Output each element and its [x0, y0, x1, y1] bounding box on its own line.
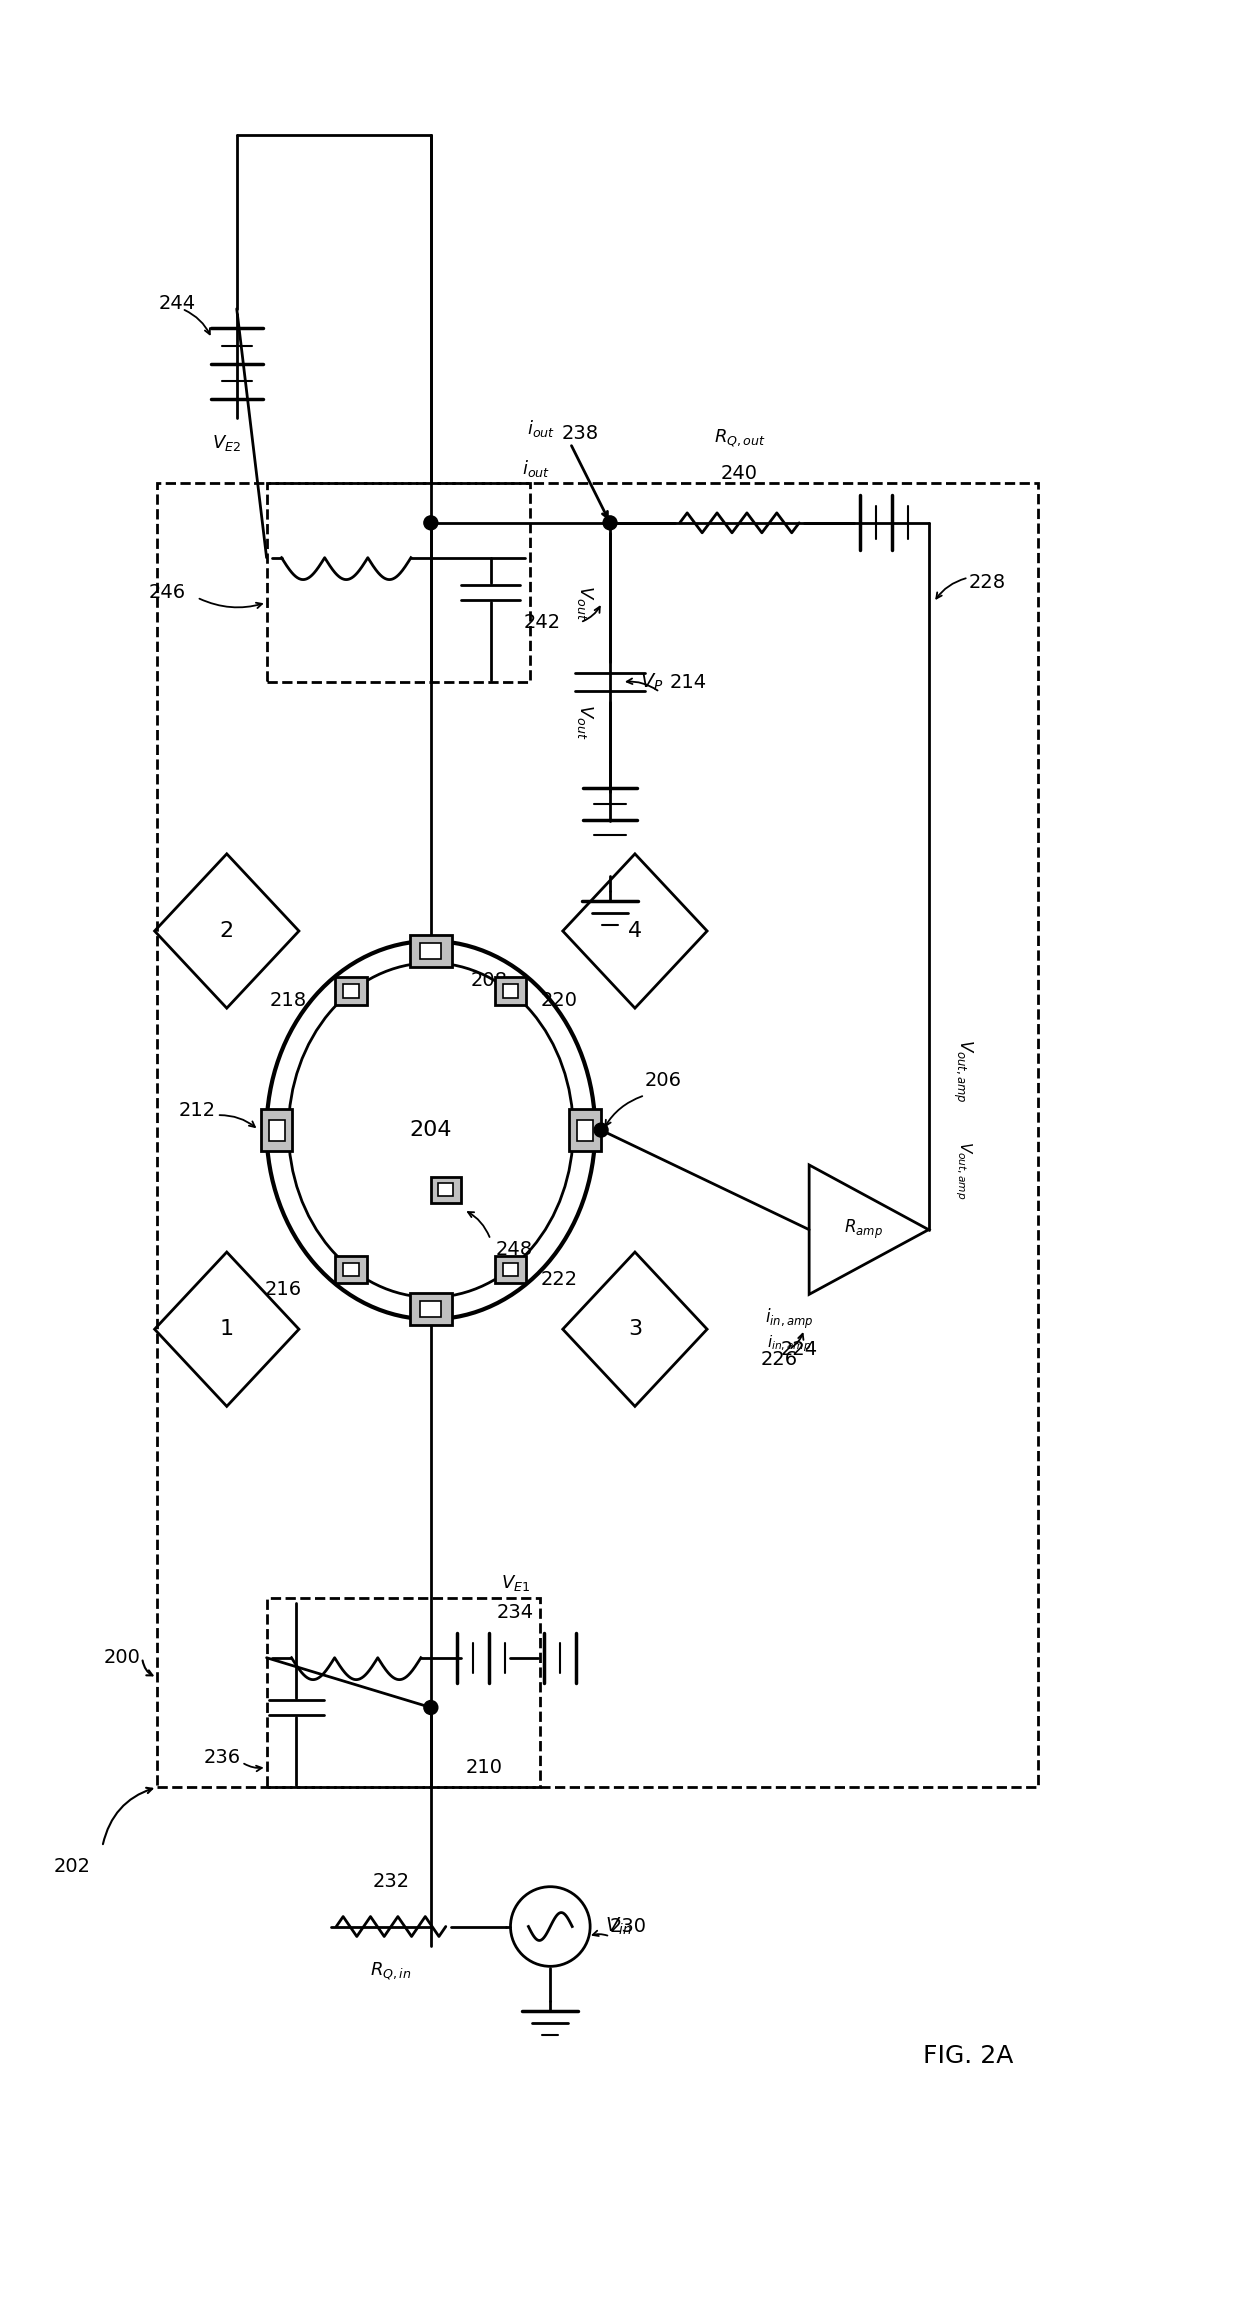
Text: 240: 240 — [720, 464, 758, 482]
Bar — [269, 1121, 284, 1141]
Bar — [569, 1109, 601, 1151]
Text: $R_{Q,in}$: $R_{Q,in}$ — [371, 1960, 412, 1983]
Text: $V_{in}$: $V_{in}$ — [605, 1916, 632, 1937]
Bar — [410, 934, 451, 966]
Text: 4: 4 — [627, 920, 642, 941]
Bar — [420, 943, 441, 959]
Bar — [343, 1261, 360, 1278]
Text: 214: 214 — [670, 673, 707, 692]
Bar — [157, 482, 1038, 1787]
Text: 224: 224 — [781, 1340, 817, 1358]
Text: 202: 202 — [55, 1856, 91, 1877]
Bar — [420, 1301, 441, 1317]
Circle shape — [594, 1123, 608, 1137]
Text: 2: 2 — [219, 920, 234, 941]
Circle shape — [603, 517, 618, 530]
Text: 242: 242 — [523, 613, 560, 632]
Text: $V_{E1}$: $V_{E1}$ — [501, 1573, 529, 1593]
Text: $V_{E2}$: $V_{E2}$ — [212, 434, 242, 454]
Bar — [577, 1121, 593, 1141]
Bar — [495, 978, 527, 1005]
Bar — [430, 1176, 461, 1204]
Bar — [343, 985, 360, 998]
Text: 222: 222 — [541, 1271, 578, 1289]
Text: 218: 218 — [269, 992, 306, 1010]
Text: $V_{out,amp}$: $V_{out,amp}$ — [951, 1038, 973, 1102]
Text: FIG. 2A: FIG. 2A — [924, 2043, 1013, 2068]
Text: 230: 230 — [610, 1916, 647, 1937]
Text: 204: 204 — [409, 1121, 453, 1139]
Text: $V_P$: $V_P$ — [640, 671, 663, 692]
Bar — [267, 1598, 541, 1787]
Text: 1: 1 — [219, 1319, 234, 1340]
Bar — [438, 1183, 454, 1197]
Text: 226: 226 — [760, 1349, 797, 1367]
Bar — [267, 482, 531, 683]
Circle shape — [424, 1700, 438, 1713]
Text: $V_{out,amp}$: $V_{out,amp}$ — [954, 1141, 975, 1199]
Text: 244: 244 — [159, 295, 196, 314]
Text: 228: 228 — [968, 574, 1006, 593]
Bar — [410, 1294, 451, 1326]
Text: 234: 234 — [497, 1603, 534, 1623]
Text: $V_{out}$: $V_{out}$ — [575, 703, 595, 740]
Bar — [260, 1109, 293, 1151]
Text: $i_{in,amp}$: $i_{in,amp}$ — [766, 1333, 811, 1354]
Text: 236: 236 — [203, 1748, 241, 1766]
Text: $i_{out}$: $i_{out}$ — [522, 457, 551, 480]
Text: 206: 206 — [645, 1070, 682, 1091]
Bar — [335, 1254, 367, 1284]
Text: 232: 232 — [372, 1872, 409, 1891]
Text: $i_{in,amp}$: $i_{in,amp}$ — [765, 1308, 813, 1331]
Text: 238: 238 — [562, 424, 599, 443]
Circle shape — [424, 517, 438, 530]
Text: 248: 248 — [496, 1241, 533, 1259]
Text: 208: 208 — [471, 971, 507, 989]
Text: 246: 246 — [149, 583, 186, 602]
Text: 210: 210 — [466, 1757, 502, 1776]
Text: $V_{out}$: $V_{out}$ — [575, 586, 595, 620]
Bar — [335, 978, 367, 1005]
Text: $R_{Q,out}$: $R_{Q,out}$ — [713, 427, 765, 450]
Text: 220: 220 — [541, 992, 578, 1010]
Bar — [502, 1261, 518, 1278]
Text: $i_{out}$: $i_{out}$ — [527, 417, 556, 438]
Text: 216: 216 — [264, 1280, 301, 1298]
Text: 200: 200 — [104, 1649, 140, 1667]
Bar — [495, 1254, 527, 1284]
Text: 212: 212 — [179, 1100, 216, 1121]
Bar — [502, 985, 518, 998]
Text: $R_{amp}$: $R_{amp}$ — [844, 1218, 883, 1241]
Text: 3: 3 — [627, 1319, 642, 1340]
